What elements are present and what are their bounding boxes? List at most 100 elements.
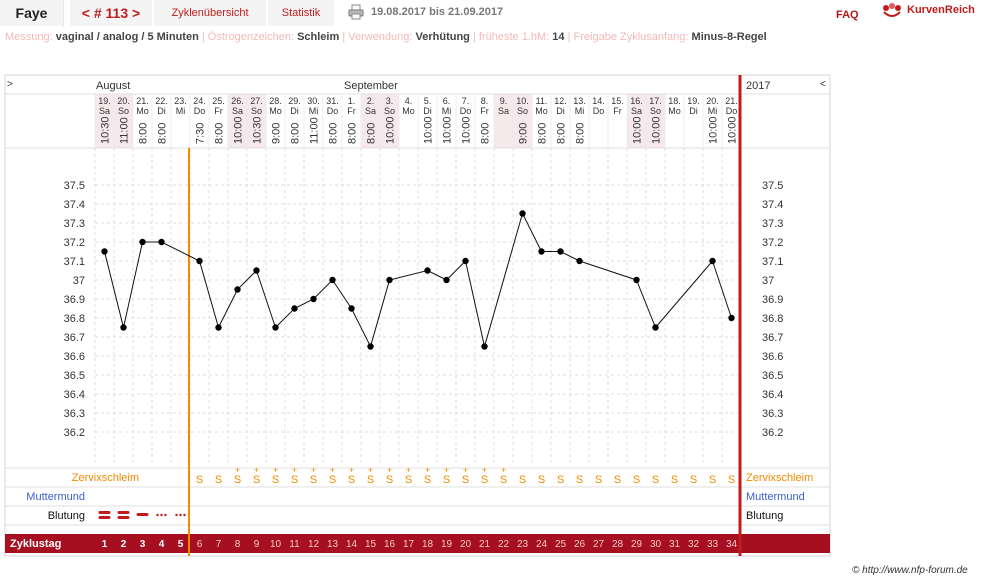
- mucus-plus-mark: +: [292, 465, 297, 475]
- scroll-right-arrow[interactable]: <: [820, 79, 826, 90]
- cycle-day-number: 6: [197, 539, 203, 550]
- row-label-cervix: Muttermund: [26, 491, 85, 503]
- measurement-time: 11:00: [119, 117, 131, 144]
- cycle-day-number: 30: [650, 539, 662, 550]
- y-tick-label-left: 36.9: [64, 294, 85, 306]
- cycle-day-number: 9: [254, 539, 260, 550]
- tab-cycle-overview[interactable]: Zyklenübersicht: [154, 0, 266, 26]
- y-tick-label-left: 36.2: [64, 427, 85, 439]
- mucus-mark: S: [215, 474, 222, 486]
- mucus-mark: S: [671, 474, 678, 486]
- y-tick-label-left: 36.4: [64, 389, 85, 401]
- date-range: 19.08.2017 bis 21.09.2017: [371, 6, 504, 18]
- mucus-plus-mark: +: [311, 465, 316, 475]
- cycle-day-number: 14: [346, 539, 358, 550]
- day-weekday: Fr: [480, 106, 489, 116]
- cycle-start-release-value: Minus-8-Regel: [691, 31, 767, 43]
- day-date: 24.: [193, 96, 206, 106]
- measurement-time: 8:00: [575, 123, 587, 144]
- year-label: 2017: [746, 80, 770, 92]
- cycle-day-number: 20: [460, 539, 472, 550]
- measurement-time: 8:00: [366, 123, 378, 144]
- mucus-plus-mark: +: [349, 465, 354, 475]
- weekend-shade: [627, 94, 646, 148]
- day-weekday: Fr: [214, 106, 223, 116]
- cycle-start-release-label: Freigabe Zyklusanfang:: [573, 31, 689, 43]
- measurement-time: 8:00: [347, 123, 359, 144]
- measurement-time: 8:00: [328, 123, 340, 144]
- day-date: 20.: [117, 96, 130, 106]
- measurement-time: 10:00: [632, 116, 644, 144]
- mucus-mark: S: [633, 474, 640, 486]
- logo-text[interactable]: KurvenReich: [907, 4, 975, 16]
- y-tick-label-left: 37.3: [64, 218, 85, 230]
- cycle-navigator[interactable]: < # 113 >: [70, 0, 152, 26]
- mucus-plus-mark: +: [463, 465, 468, 475]
- day-weekday: Di: [423, 106, 432, 116]
- day-date: 21.: [725, 96, 738, 106]
- cycle-day-number: 1: [102, 539, 108, 550]
- measurement-time: 8:00: [214, 123, 226, 144]
- mucus-mark: S: [310, 474, 317, 486]
- mucus-mark: S: [519, 474, 526, 486]
- day-weekday: Fr: [613, 106, 622, 116]
- day-weekday: Mo: [668, 106, 681, 116]
- bleeding-medium-mark: [136, 513, 149, 516]
- temperature-point: [538, 248, 545, 255]
- weekend-shade: [247, 94, 266, 148]
- measurement-time: 10:00: [708, 116, 720, 144]
- y-tick-label-right: 36.7: [762, 332, 783, 344]
- mucus-mark: S: [576, 474, 583, 486]
- measurement-time: 11:00: [309, 117, 321, 144]
- cycle-day-number: 16: [384, 539, 396, 550]
- weekend-shade: [361, 94, 380, 148]
- mucus-mark: S: [557, 474, 564, 486]
- day-weekday: Sa: [232, 106, 243, 116]
- mucus-mark: S: [234, 474, 241, 486]
- bleeding-spotting-mark: [175, 513, 178, 517]
- day-date: 26.: [231, 96, 244, 106]
- day-weekday: Di: [556, 106, 565, 116]
- measurement-time: 10:00: [651, 116, 663, 144]
- day-date: 27.: [250, 96, 263, 106]
- day-date: 30.: [307, 96, 320, 106]
- cycle-day-bar: [5, 534, 830, 553]
- mucus-mark: S: [405, 474, 412, 486]
- y-tick-label-right: 36.5: [762, 370, 783, 382]
- mucus-plus-mark: +: [368, 465, 373, 475]
- cycle-day-number: 34: [726, 539, 738, 550]
- bleeding-spotting-mark: [164, 513, 167, 517]
- day-weekday: Do: [194, 106, 206, 116]
- mucus-mark: S: [462, 474, 469, 486]
- day-date: 13.: [573, 96, 586, 106]
- cycle-day-number: 24: [536, 539, 548, 550]
- temperature-point: [386, 276, 393, 284]
- temperature-point: [462, 257, 469, 265]
- mucus-plus-mark: +: [387, 465, 392, 475]
- faq-link[interactable]: FAQ: [836, 9, 859, 21]
- day-weekday: Do: [327, 106, 339, 116]
- day-weekday: Mo: [136, 106, 149, 116]
- temperature-point: [272, 324, 279, 331]
- mucus-mark: S: [253, 474, 260, 486]
- day-weekday: Mi: [176, 106, 186, 116]
- scroll-left-arrow[interactable]: >: [7, 79, 13, 90]
- y-tick-label-left: 36.6: [64, 351, 85, 363]
- temperature-point: [253, 267, 260, 274]
- temperature-point: [709, 257, 716, 265]
- print-icon[interactable]: [348, 4, 364, 20]
- kurvenreich-logo-icon[interactable]: [880, 2, 981, 22]
- temperature-point: [310, 295, 317, 303]
- day-weekday: Di: [157, 106, 166, 116]
- y-tick-label-right: 36.4: [762, 389, 783, 401]
- tab-statistics[interactable]: Statistik: [268, 0, 334, 26]
- measurement-time: 8:00: [157, 123, 169, 144]
- day-weekday: Di: [689, 106, 698, 116]
- usage-label: Verwendung:: [348, 31, 413, 43]
- usage-value: Verhütung: [415, 31, 470, 43]
- measurement-time: 10:30: [252, 116, 264, 144]
- day-date: 20.: [706, 96, 719, 106]
- temperature-point: [633, 276, 640, 284]
- cycle-day-number: 2: [121, 539, 127, 550]
- y-tick-label-right: 36.6: [762, 351, 783, 363]
